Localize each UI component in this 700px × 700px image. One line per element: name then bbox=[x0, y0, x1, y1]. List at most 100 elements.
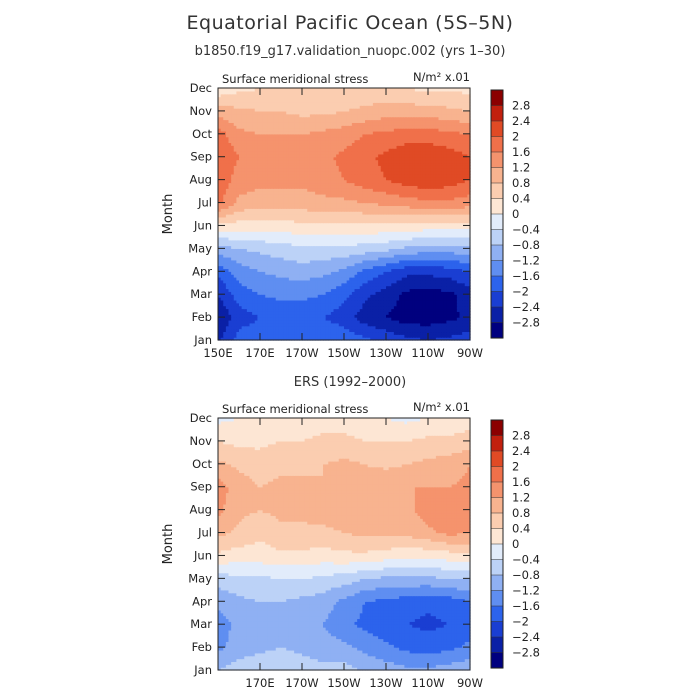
colorbar-box bbox=[490, 322, 504, 339]
colorbar-label: 2.8 bbox=[512, 429, 530, 443]
y-tick-label: Nov bbox=[190, 104, 213, 118]
colorbar-box bbox=[490, 275, 504, 293]
colorbar-box bbox=[490, 450, 504, 468]
colorbar-label: −1.6 bbox=[512, 269, 540, 283]
colorbar-label: −2.8 bbox=[512, 646, 540, 660]
colorbar-label: 2.4 bbox=[512, 114, 530, 128]
x-tick-label: 130W bbox=[369, 676, 402, 690]
colorbar-box bbox=[490, 260, 504, 277]
colorbar-box bbox=[490, 105, 504, 122]
colorbar-label: −0.8 bbox=[512, 238, 540, 252]
x-tick-label: 170E bbox=[245, 676, 274, 690]
y-tick-label: May bbox=[188, 241, 212, 255]
y-tick-label: Apr bbox=[192, 594, 212, 608]
colorbar-box bbox=[490, 229, 504, 246]
colorbar-box bbox=[490, 559, 504, 576]
colorbar-box bbox=[490, 636, 504, 654]
units-label: N/m² x.01 bbox=[413, 70, 470, 84]
y-tick-label: Sep bbox=[190, 480, 212, 494]
colorbar-label: −0.4 bbox=[512, 553, 540, 567]
colorbar-label: 2.4 bbox=[512, 444, 530, 458]
y-axis-label: Month bbox=[161, 194, 176, 235]
y-tick-label: Jun bbox=[193, 548, 212, 562]
colorbar-box bbox=[490, 605, 504, 623]
colorbar-label: −0.4 bbox=[512, 223, 540, 237]
colorbar-label: 0.4 bbox=[512, 192, 530, 206]
colorbar-box bbox=[490, 419, 504, 437]
contour-field-observations bbox=[218, 418, 471, 671]
y-tick-label: Aug bbox=[190, 173, 212, 187]
colorbar-box bbox=[490, 198, 504, 215]
y-tick-label: Mar bbox=[190, 287, 212, 301]
y-axis-label: Month bbox=[161, 524, 176, 565]
colorbar-label: −2.8 bbox=[512, 316, 540, 330]
x-tick-label: 130W bbox=[369, 346, 402, 360]
colorbar-label: 0 bbox=[512, 537, 519, 551]
colorbar-box bbox=[490, 574, 504, 592]
colorbar-box bbox=[490, 136, 504, 153]
y-tick-label: Jul bbox=[197, 526, 212, 540]
colorbar-box bbox=[490, 652, 504, 669]
colorbar-label: −0.8 bbox=[512, 568, 540, 582]
colorbar-label: −2 bbox=[512, 285, 529, 299]
x-tick-label: 170W bbox=[285, 346, 318, 360]
second-panel-title: ERS (1992–2000) bbox=[293, 375, 407, 390]
colorbar-label: 1.2 bbox=[512, 491, 530, 505]
panel-title: Surface meridional stress bbox=[222, 72, 368, 86]
colorbar-box bbox=[490, 291, 504, 308]
y-tick-label: Sep bbox=[190, 150, 212, 164]
colorbar-label: 0.8 bbox=[512, 176, 530, 190]
colorbar-box bbox=[490, 244, 504, 262]
y-tick-label: Jan bbox=[193, 333, 212, 347]
colorbar-box bbox=[490, 590, 504, 607]
colorbar-label: −1.2 bbox=[512, 254, 540, 268]
y-tick-label: May bbox=[188, 571, 212, 585]
colorbar-box bbox=[490, 481, 504, 499]
colorbar-label: 2 bbox=[512, 460, 519, 474]
colorbar-label: −2 bbox=[512, 615, 529, 629]
colorbar-frame bbox=[490, 419, 504, 669]
x-tick-label: 150W bbox=[327, 346, 360, 360]
y-tick-label: Oct bbox=[192, 127, 212, 141]
colorbar-label: −2.4 bbox=[512, 630, 540, 644]
y-tick-label: Feb bbox=[192, 310, 212, 324]
colorbar-box bbox=[490, 151, 504, 169]
colorbar-box bbox=[490, 466, 504, 483]
colorbar-label: 1.6 bbox=[512, 145, 530, 159]
x-tick-label: 170E bbox=[245, 346, 274, 360]
y-tick-label: Apr bbox=[192, 264, 212, 278]
y-tick-label: Dec bbox=[190, 81, 212, 95]
y-tick-label: Nov bbox=[190, 434, 213, 448]
main-title: Equatorial Pacific Ocean (5S–5N) bbox=[186, 12, 514, 34]
colorbar-label: −1.6 bbox=[512, 599, 540, 613]
colorbar-box bbox=[490, 213, 504, 231]
y-tick-label: Dec bbox=[190, 411, 212, 425]
colorbar-label: 1.2 bbox=[512, 161, 530, 175]
x-tick-label: 150W bbox=[327, 676, 360, 690]
contour-field-model bbox=[218, 88, 471, 341]
colorbar-label: 0.8 bbox=[512, 506, 530, 520]
y-tick-label: Jan bbox=[193, 663, 212, 677]
colorbar-box bbox=[490, 89, 504, 107]
y-tick-label: Aug bbox=[190, 503, 212, 517]
colorbar-label: 2.8 bbox=[512, 99, 530, 113]
panel-title: Surface meridional stress bbox=[222, 402, 368, 416]
colorbar-box bbox=[490, 167, 504, 184]
y-tick-label: Oct bbox=[192, 457, 212, 471]
colorbar-box bbox=[490, 306, 504, 324]
colorbar-box bbox=[490, 497, 504, 514]
y-tick-label: Mar bbox=[190, 617, 212, 631]
colorbar-box bbox=[490, 621, 504, 638]
colorbar-box bbox=[490, 120, 504, 138]
y-tick-label: Jun bbox=[193, 218, 212, 232]
colorbar-label: −1.2 bbox=[512, 584, 540, 598]
colorbar-label: 0 bbox=[512, 207, 519, 221]
colorbar-box bbox=[490, 512, 504, 530]
y-tick-label: Feb bbox=[192, 640, 212, 654]
units-label: N/m² x.01 bbox=[413, 400, 470, 414]
colorbar-label: 2 bbox=[512, 130, 519, 144]
x-tick-label: 150E bbox=[203, 346, 232, 360]
colorbar-box bbox=[490, 182, 504, 200]
x-tick-label: 170W bbox=[285, 676, 318, 690]
